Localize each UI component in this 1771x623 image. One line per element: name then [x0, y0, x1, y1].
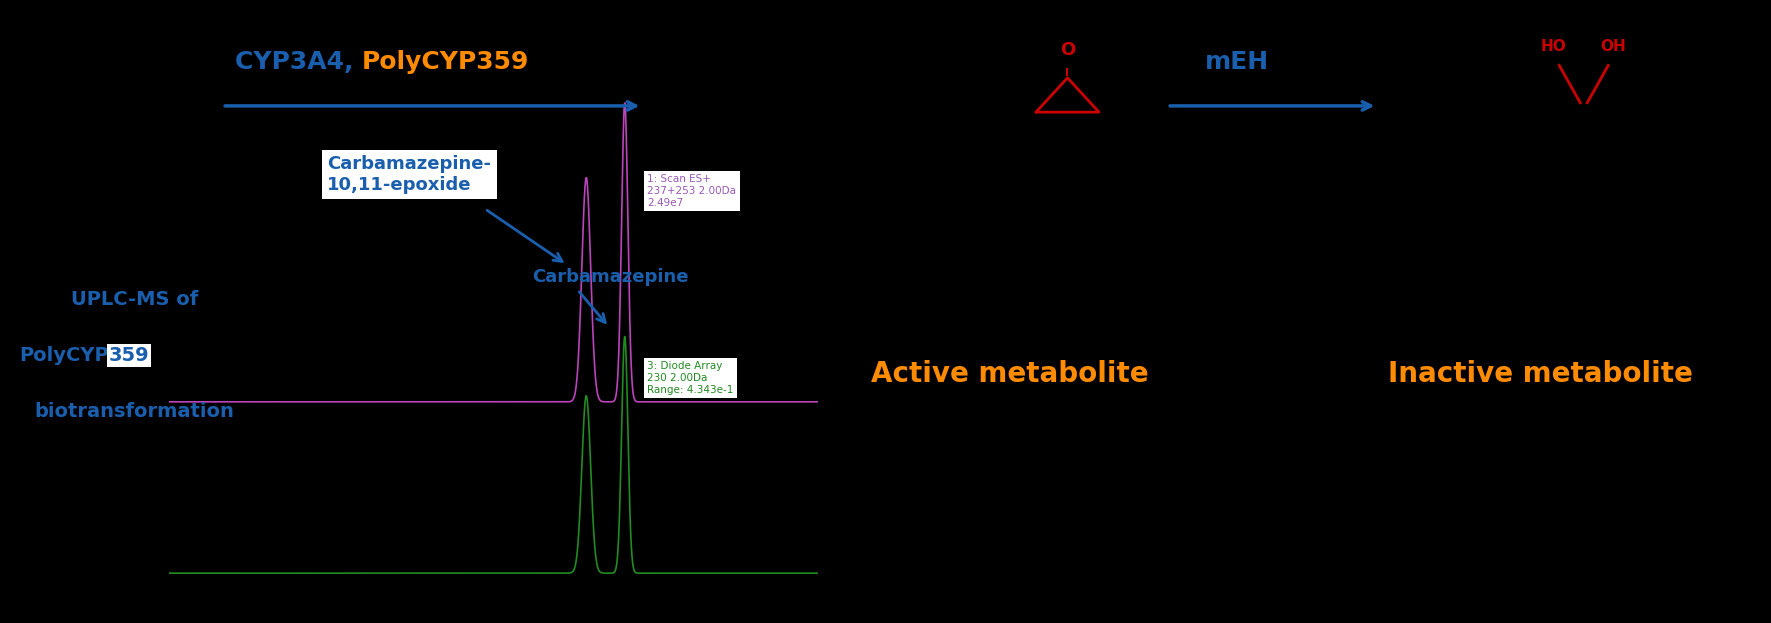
- Text: UPLC-MS of: UPLC-MS of: [71, 290, 198, 308]
- Text: Carbamazepine-
10,11-epoxide: Carbamazepine- 10,11-epoxide: [328, 155, 491, 194]
- Text: 1: Scan ES+
237+253 2.00Da
2.49e7: 1: Scan ES+ 237+253 2.00Da 2.49e7: [648, 174, 737, 207]
- Text: 3: Diode Array
230 2.00Da
Range: 4.343e-1: 3: Diode Array 230 2.00Da Range: 4.343e-…: [648, 361, 733, 394]
- Text: biotransformation: biotransformation: [35, 402, 236, 421]
- Text: HO: HO: [1541, 39, 1567, 54]
- Text: Active metabolite: Active metabolite: [871, 360, 1149, 388]
- Text: O: O: [1059, 41, 1075, 59]
- Text: PolyCYP359: PolyCYP359: [363, 50, 530, 74]
- Text: 359: 359: [108, 346, 149, 364]
- Text: PolyCYP: PolyCYP: [19, 346, 108, 364]
- Text: Carbamazepine: Carbamazepine: [531, 269, 689, 286]
- Text: OH: OH: [1601, 39, 1626, 54]
- Text: mEH: mEH: [1206, 50, 1270, 74]
- Text: CYP3A4,: CYP3A4,: [236, 50, 363, 74]
- Text: Inactive metabolite: Inactive metabolite: [1387, 360, 1693, 388]
